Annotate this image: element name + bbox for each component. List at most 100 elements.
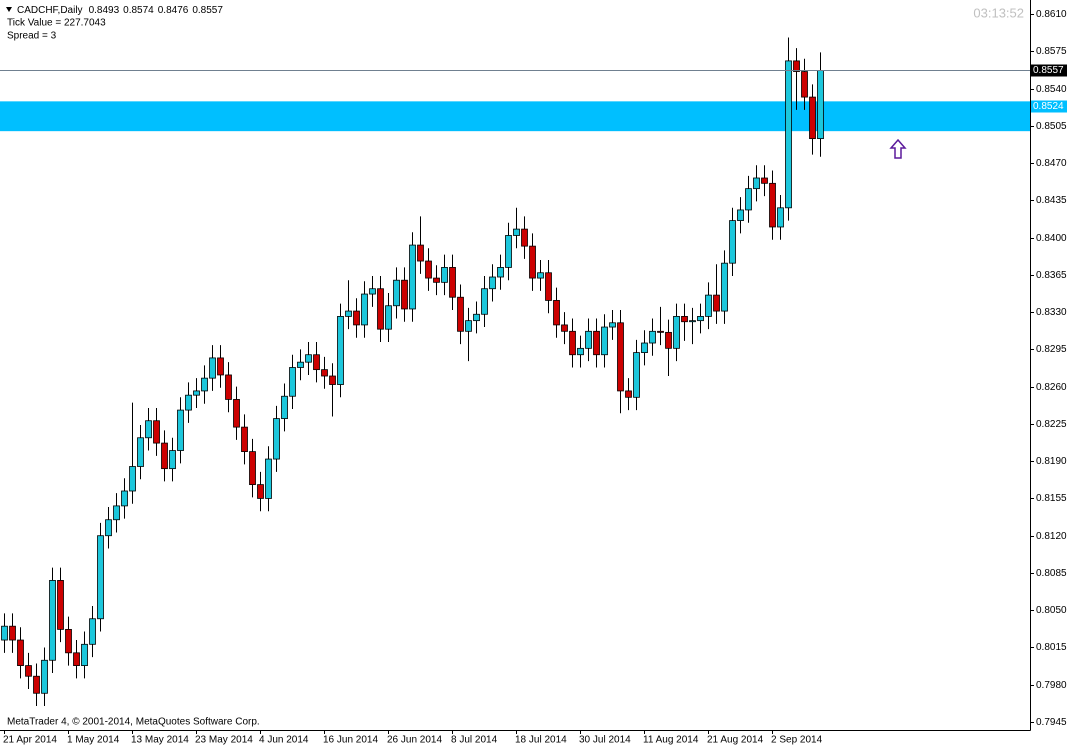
candle-body (801, 71, 808, 98)
candle-body (489, 276, 496, 290)
candle-body (137, 437, 144, 467)
clock: 03:13:52 (973, 5, 1024, 20)
candle-body (577, 347, 584, 356)
candle-body (481, 288, 488, 315)
x-tick-label: 4 Jun 2014 (259, 735, 309, 746)
y-tick-label: 0.8540 (1036, 84, 1067, 95)
candle-body (401, 279, 408, 310)
candle-body (321, 369, 328, 377)
candle-body (665, 331, 672, 349)
header: CADCHF,Daily 0.8493 0.8574 0.8476 0.8557 (17, 5, 223, 16)
candle-body (273, 418, 280, 460)
y-tick-label: 0.8435 (1036, 195, 1067, 206)
y-tick-label: 0.7980 (1036, 680, 1067, 691)
candle-body (641, 342, 648, 353)
candle-body (225, 374, 232, 400)
candle-body (729, 220, 736, 264)
y-tick-label: 0.8155 (1036, 493, 1067, 504)
candle-body (681, 316, 688, 323)
candle-body (129, 466, 136, 492)
candle-body (441, 267, 448, 283)
high-value: 0.8574 (123, 5, 154, 16)
y-tick-label: 0.8400 (1036, 233, 1067, 244)
candle-body (809, 96, 816, 140)
x-tick-label: 26 Jun 2014 (387, 735, 442, 746)
y-tick-label: 0.8225 (1036, 419, 1067, 430)
open-value: 0.8493 (89, 5, 120, 16)
candle-body (657, 330, 664, 333)
candle-body (289, 367, 296, 397)
candle-body (737, 209, 744, 221)
candle-body (49, 580, 56, 661)
candle-body (345, 310, 352, 317)
candle-body (177, 409, 184, 451)
copyright: MetaTrader 4, © 2001-2014, MetaQuotes So… (7, 717, 260, 728)
candle-body (281, 395, 288, 420)
candle-body (105, 519, 112, 537)
plot-area (0, 37, 1030, 707)
candle-body (185, 394, 192, 411)
candle-body (121, 490, 128, 507)
candle-body (209, 357, 216, 379)
candle-body (145, 420, 152, 439)
candle-body (753, 177, 760, 190)
candle-body (329, 375, 336, 385)
candle-body (1, 625, 8, 641)
candle-body (465, 320, 472, 332)
candle-body (313, 354, 320, 371)
candle-body (761, 177, 768, 184)
candle-body (97, 535, 104, 620)
zone-label: 0.8524 (1033, 101, 1064, 112)
candle-body (113, 505, 120, 521)
y-tick-label: 0.8190 (1036, 456, 1067, 467)
up-arrow (889, 138, 907, 159)
y-tick-label: 0.8085 (1036, 568, 1067, 579)
candle-body (161, 442, 168, 470)
candle-body (73, 652, 80, 666)
candle-body (545, 272, 552, 301)
candle-body (65, 628, 72, 654)
candle-body (705, 294, 712, 317)
tick-value: Tick Value = 227.7043 (7, 18, 106, 29)
candle-body (169, 450, 176, 470)
candle-body (505, 235, 512, 268)
symbol: CADCHF,Daily (17, 5, 83, 16)
x-tick-label: 30 Jul 2014 (579, 735, 631, 746)
y-tick-label: 0.8295 (1036, 344, 1067, 355)
candle-body (337, 316, 344, 385)
x-tick-label: 21 Apr 2014 (3, 735, 57, 746)
y-tick-label: 0.8470 (1036, 158, 1067, 169)
bid-label: 0.8557 (1033, 65, 1064, 76)
supply-zone (0, 101, 1030, 132)
candle-body (593, 330, 600, 356)
candle-body (433, 277, 440, 283)
candle-body (601, 326, 608, 356)
candle-body (25, 665, 32, 677)
candle-body (569, 330, 576, 356)
y-tick-label: 0.8050 (1036, 605, 1067, 616)
candle-body (89, 618, 96, 645)
y-tick-label: 0.8015 (1036, 642, 1067, 653)
candle-body (457, 296, 464, 332)
y-tick-label: 0.8330 (1036, 307, 1067, 318)
candle-body (617, 322, 624, 392)
candle-body (361, 293, 368, 326)
candle-body (33, 675, 40, 694)
candle-body (497, 267, 504, 278)
candle-body (305, 354, 312, 363)
y-tick-label: 0.8575 (1036, 46, 1067, 57)
candle-body (649, 330, 656, 344)
candle-body (561, 324, 568, 332)
x-tick-label: 21 Aug 2014 (707, 735, 764, 746)
candle-body (353, 310, 360, 326)
candle-body (385, 305, 392, 330)
menu-triangle[interactable] (6, 7, 12, 12)
candle-body (585, 330, 592, 349)
y-tick-label: 0.8260 (1036, 382, 1067, 393)
candle-body (57, 580, 64, 630)
candle-body (449, 267, 456, 298)
candle-body (521, 228, 528, 247)
close-value: 0.8557 (192, 5, 223, 16)
candle-body (553, 300, 560, 326)
x-tick-label: 2 Sep 2014 (771, 735, 823, 746)
